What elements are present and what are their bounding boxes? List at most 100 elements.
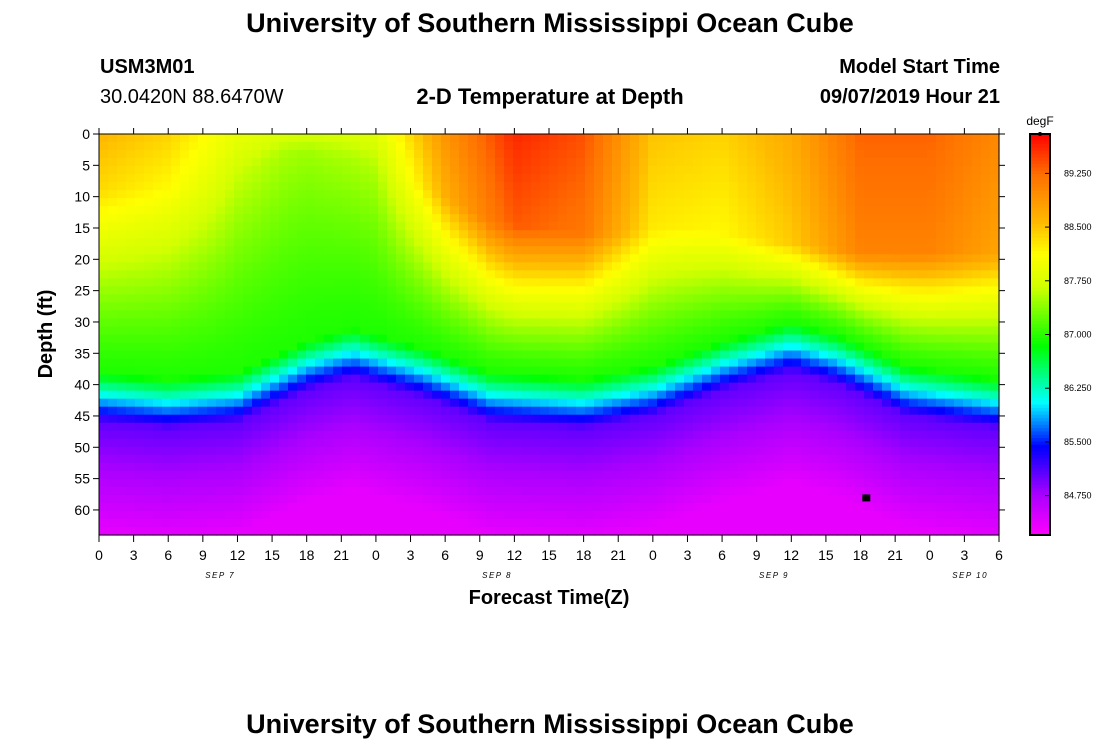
heatmap-cell (297, 358, 307, 368)
heatmap-cell (342, 254, 352, 263)
heatmap-cell (441, 350, 451, 360)
heatmap-cell (828, 334, 838, 344)
heatmap-cell (261, 486, 271, 496)
heatmap-cell (603, 326, 613, 336)
heatmap-cell (864, 326, 874, 336)
heatmap-cell (234, 470, 244, 480)
heatmap-cell (126, 374, 136, 384)
heatmap-cell (387, 422, 397, 432)
heatmap-cell (531, 142, 541, 151)
heatmap-cell (387, 238, 397, 247)
heatmap-cell (720, 454, 730, 464)
heatmap-cell (252, 254, 262, 263)
heatmap-cell (603, 246, 613, 255)
heatmap-cell (693, 262, 703, 271)
heatmap-cell (693, 326, 703, 336)
heatmap-cell (936, 358, 946, 368)
heatmap-cell (117, 198, 127, 207)
heatmap-cell (864, 406, 874, 416)
heatmap-cell (639, 382, 649, 392)
heatmap-cell (774, 254, 784, 263)
heatmap-cell (684, 214, 694, 223)
heatmap-cell (405, 198, 415, 207)
heatmap-cell (387, 278, 397, 287)
heatmap-cell (684, 454, 694, 464)
heatmap-cell (828, 286, 838, 295)
heatmap-cell (756, 270, 766, 279)
heatmap-cell (153, 182, 163, 191)
heatmap-cell (288, 446, 298, 456)
heatmap-cell (891, 270, 901, 279)
heatmap-cell (927, 502, 937, 512)
heatmap-cell (396, 150, 406, 159)
heatmap-cell (981, 318, 991, 328)
heatmap-cell (216, 454, 226, 464)
heatmap-cell (783, 470, 793, 480)
heatmap-cell (369, 302, 379, 312)
heatmap-cell (981, 486, 991, 496)
heatmap-cell (801, 310, 811, 320)
heatmap-cell (135, 134, 145, 143)
heatmap-cell (630, 502, 640, 512)
heatmap-cell (450, 390, 460, 400)
heatmap-cell (828, 438, 838, 448)
heatmap-cell (675, 414, 685, 424)
heatmap-cell (585, 390, 595, 400)
heatmap-cell (558, 198, 568, 207)
heatmap-cell (783, 262, 793, 271)
heatmap-cell (864, 342, 874, 352)
heatmap-cell (963, 414, 973, 424)
heatmap-cell (351, 182, 361, 191)
heatmap-cell (216, 494, 226, 504)
heatmap-cell (405, 246, 415, 255)
heatmap-cell (576, 326, 586, 336)
heatmap-cell (576, 150, 586, 159)
heatmap-cell (855, 278, 865, 287)
heatmap-cell (225, 310, 235, 320)
heatmap-cell (900, 342, 910, 352)
heatmap-cell (855, 414, 865, 424)
heatmap-cell (837, 198, 847, 207)
heatmap-cell (441, 342, 451, 352)
heatmap-cell (369, 230, 379, 239)
heatmap-cell (720, 494, 730, 504)
heatmap-cell (513, 270, 523, 279)
heatmap-cell (639, 350, 649, 360)
heatmap-cell (720, 518, 730, 528)
heatmap-cell (693, 454, 703, 464)
heatmap-cell (945, 446, 955, 456)
heatmap-cell (180, 478, 190, 488)
heatmap-cell (891, 262, 901, 271)
heatmap-cell (135, 238, 145, 247)
heatmap-cell (135, 358, 145, 368)
heatmap-cell (702, 198, 712, 207)
heatmap-cell (918, 254, 928, 263)
heatmap-cell (216, 518, 226, 528)
heatmap-cell (909, 438, 919, 448)
heatmap-cell (540, 446, 550, 456)
heatmap-cell (162, 406, 172, 416)
heatmap-cell (117, 518, 127, 528)
heatmap-cell (747, 246, 757, 255)
heatmap-cell (279, 390, 289, 400)
heatmap-cell (684, 270, 694, 279)
heatmap-cell (468, 302, 478, 312)
model-start-label: Model Start Time (839, 56, 1000, 78)
heatmap-cell (729, 182, 739, 191)
heatmap-cell (171, 366, 181, 376)
heatmap-cell (378, 206, 388, 215)
heatmap-cell (135, 174, 145, 183)
heatmap-cell (351, 166, 361, 175)
heatmap-cell (603, 286, 613, 295)
heatmap-cell (459, 230, 469, 239)
heatmap-cell (126, 294, 136, 304)
heatmap-cell (432, 174, 442, 183)
heatmap-cell (675, 302, 685, 312)
heatmap-cell (738, 486, 748, 496)
heatmap-cell (873, 134, 883, 143)
heatmap-cell (864, 374, 874, 384)
heatmap-cell (540, 350, 550, 360)
heatmap-cell (468, 254, 478, 263)
heatmap-cell (765, 222, 775, 231)
heatmap-cell (378, 278, 388, 287)
